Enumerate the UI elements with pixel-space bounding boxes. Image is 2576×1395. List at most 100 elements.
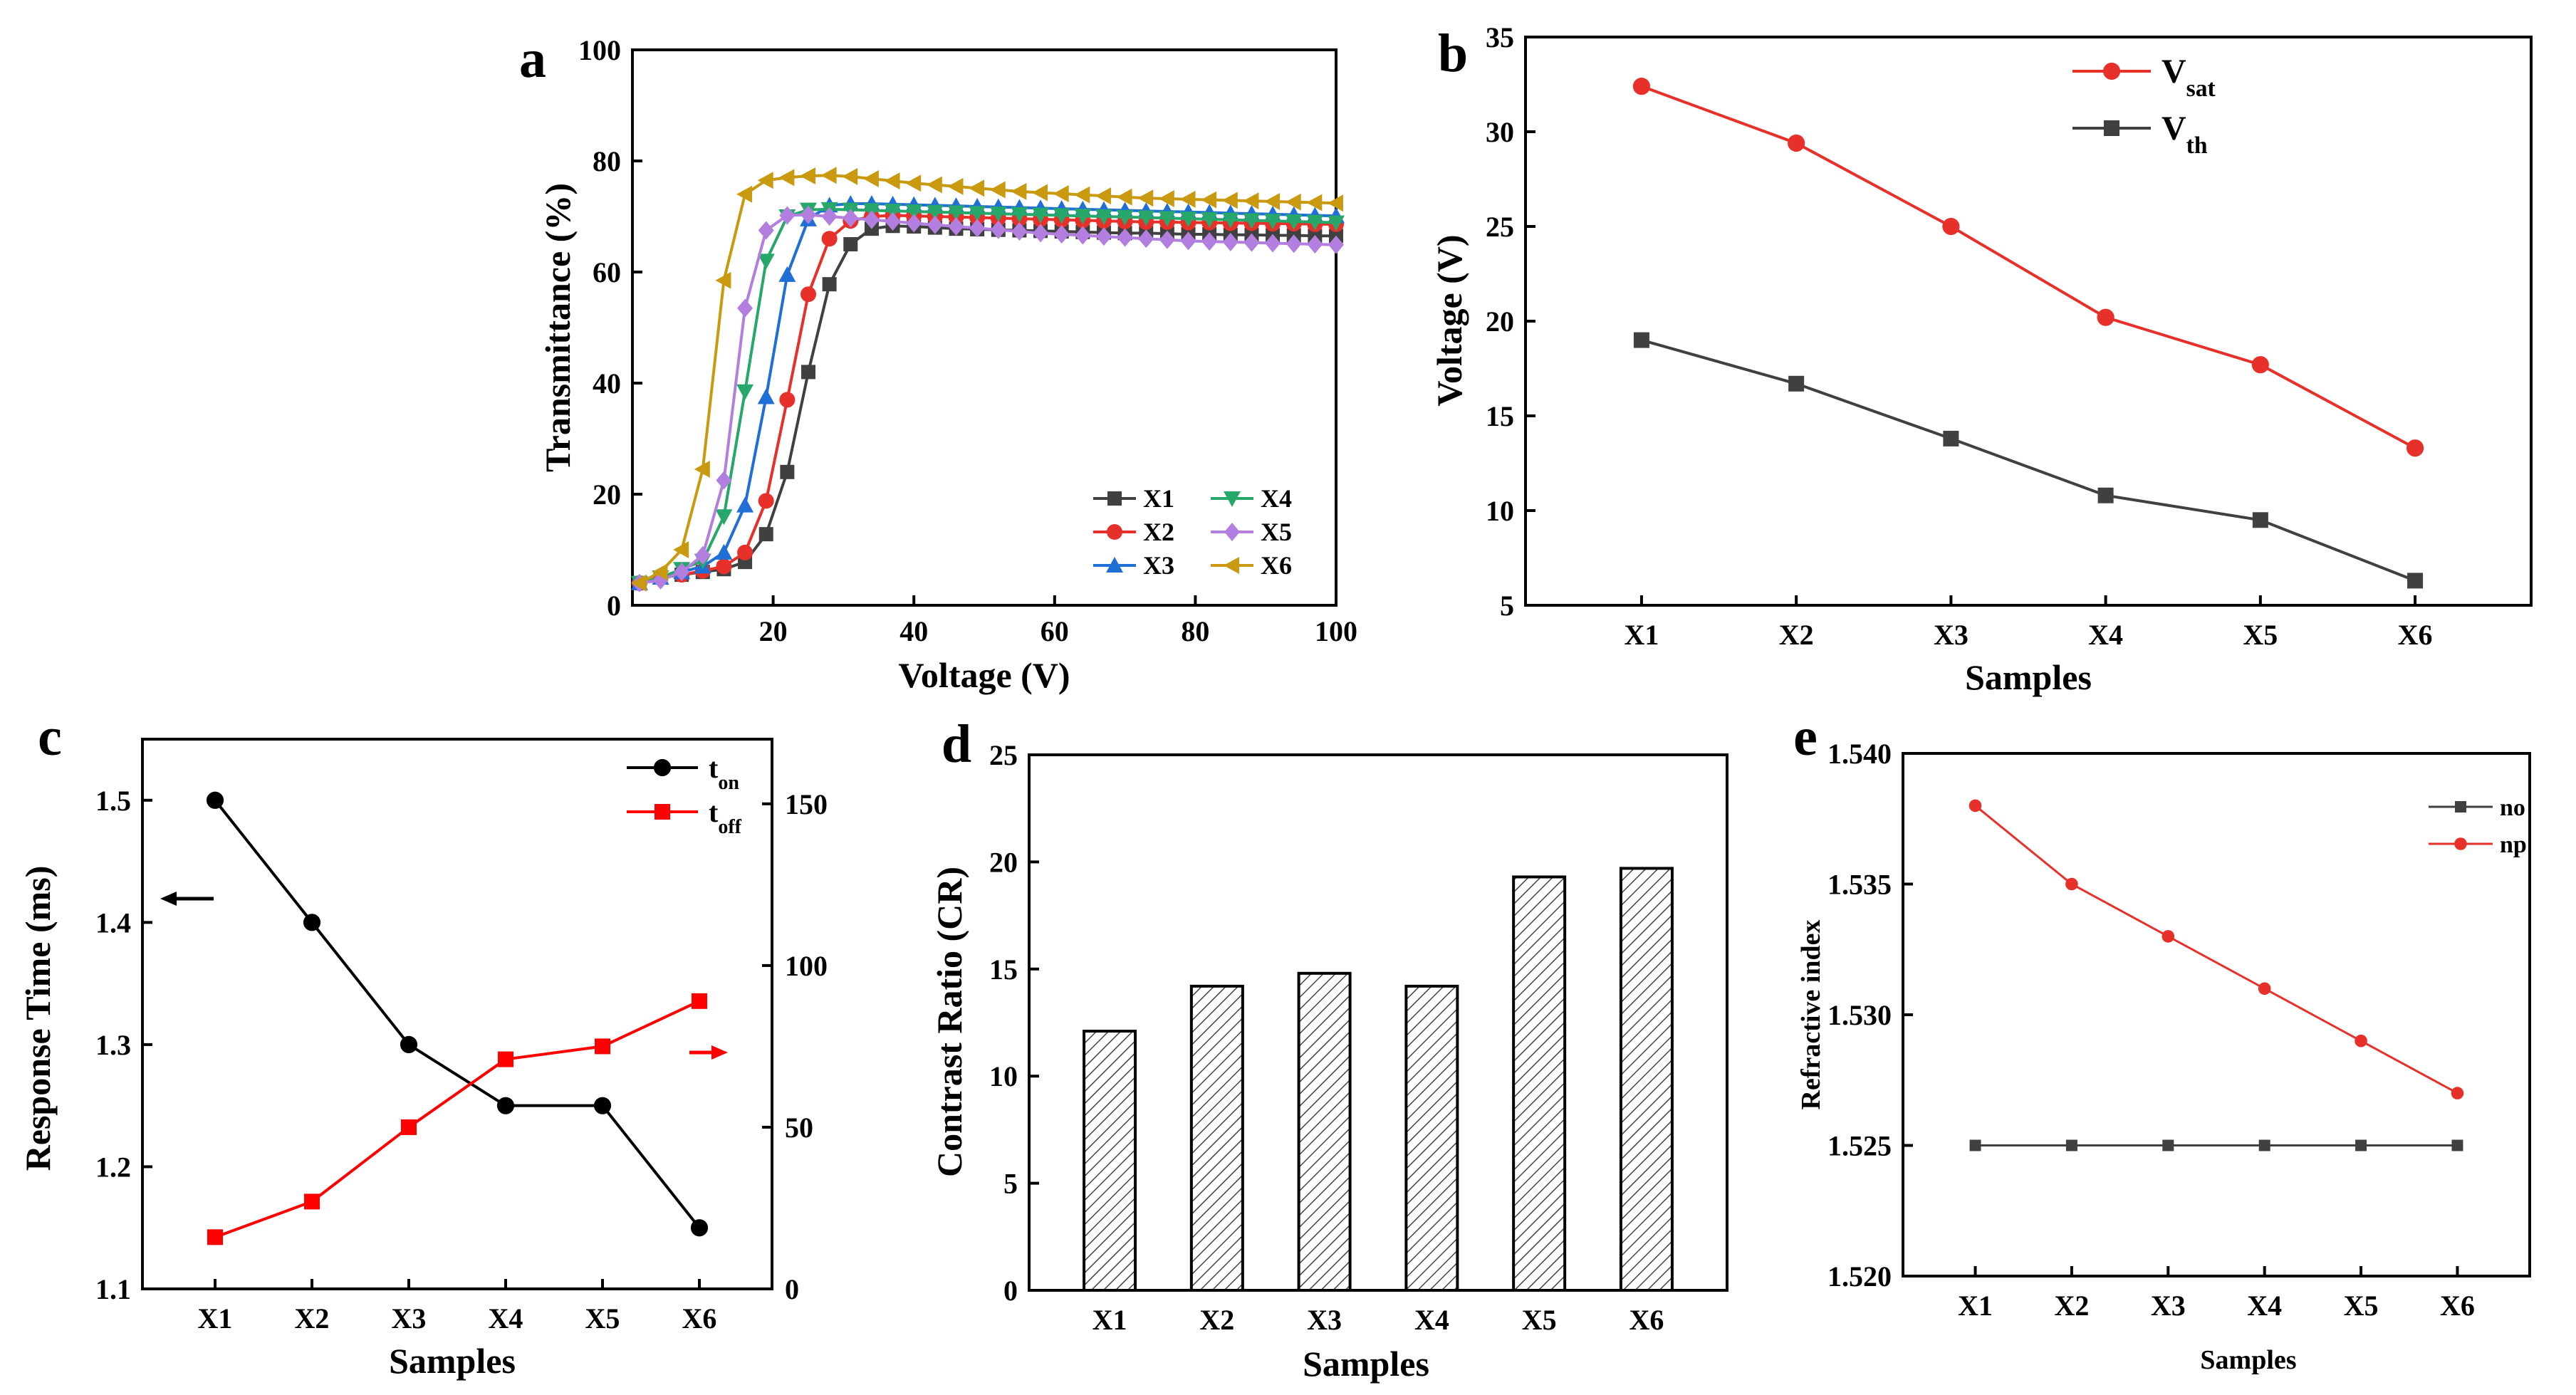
x-tick-label: X3 <box>2151 1290 2186 1322</box>
data-point-X4 <box>969 206 986 222</box>
legend-marker-X1 <box>1107 491 1122 506</box>
legend-marker-X5 <box>1224 523 1240 541</box>
data-point-X5 <box>1053 224 1070 244</box>
data-point-no <box>2355 1139 2367 1151</box>
data-point-X6 <box>862 169 879 187</box>
data-point-X6 <box>694 460 710 478</box>
x-tick-label: X3 <box>1307 1304 1342 1336</box>
data-point-X4 <box>1328 215 1345 231</box>
series-line-X5 <box>639 213 1337 585</box>
data-point-X2 <box>779 392 796 408</box>
y-tick-label: 1.4 <box>95 907 131 939</box>
y-tick-label: 10 <box>1486 495 1514 527</box>
bar-X6 <box>1619 867 1674 1292</box>
x-tick-label: X6 <box>2440 1290 2475 1322</box>
x-tick-label: X1 <box>1093 1304 1127 1336</box>
y-tick-label: 1.3 <box>95 1029 131 1061</box>
data-point-X6 <box>778 169 795 187</box>
data-point-X5 <box>1159 230 1175 249</box>
data-point-X1 <box>843 237 858 251</box>
data-point-X5 <box>969 219 986 238</box>
y-tick-label: 100 <box>578 34 621 66</box>
data-point-X3 <box>757 388 775 404</box>
data-point-X4 <box>989 207 1007 223</box>
data-point-X4 <box>757 254 775 270</box>
data-point-X5 <box>1201 232 1218 251</box>
y-tick-label: 0 <box>607 590 621 622</box>
data-point-X6 <box>842 167 858 185</box>
data-point-toff <box>401 1119 417 1135</box>
data-point-X2 <box>716 558 732 575</box>
data-point-X6 <box>652 563 668 581</box>
data-point-X3 <box>715 543 733 560</box>
data-point-X5 <box>694 545 711 565</box>
data-point-X5 <box>779 206 796 225</box>
data-point-X6 <box>926 176 942 194</box>
data-point-ton <box>593 1097 612 1114</box>
plot-frame-b <box>1524 36 2533 607</box>
data-point-X6 <box>757 172 773 189</box>
data-point-X4 <box>1221 212 1239 229</box>
data-point-no <box>2065 1139 2077 1151</box>
data-point-X1 <box>801 365 815 380</box>
data-point-ton <box>690 1219 709 1237</box>
y-axis-label-e: Refractive index <box>1796 920 1826 1110</box>
y-tick-label: 30 <box>1486 116 1514 148</box>
x-tick-label: X4 <box>489 1302 523 1334</box>
data-point-X4 <box>1116 209 1134 226</box>
bar-X3 <box>1297 971 1352 1292</box>
bar-X2 <box>1189 984 1244 1292</box>
data-point-X5 <box>885 212 901 231</box>
data-point-X5 <box>674 563 690 582</box>
legend-label-np: np <box>2500 832 2527 858</box>
data-point-X2 <box>737 544 753 560</box>
y2-ticks-c: 0 50 100 150 <box>762 788 828 1305</box>
y-tick-label: 15 <box>1486 400 1514 432</box>
y-tick-label: 1.520 <box>1827 1260 1892 1292</box>
data-point-X6 <box>905 174 922 192</box>
data-point-X6 <box>1201 191 1217 209</box>
data-point-X6 <box>1032 184 1048 202</box>
x-tick-label: 80 <box>1181 615 1209 647</box>
legend-marker-no <box>2455 801 2466 813</box>
data-point-X5 <box>821 207 838 226</box>
y2-tick-label: 50 <box>785 1112 813 1144</box>
data-point-X5 <box>843 209 859 228</box>
y-ticks-a: 0 20 40 60 80 100 <box>578 34 642 622</box>
x-tick-label: 100 <box>1315 615 1357 647</box>
data-point-X4 <box>1201 211 1219 228</box>
panel-b: b 5 10 15 20 25 30 35 X1 X2 X3 X4 X5 X6 Samples Vol… <box>1429 21 2533 697</box>
data-point-no <box>2258 1139 2270 1151</box>
data-point-X5 <box>948 217 964 236</box>
data-point-toff <box>304 1193 320 1210</box>
y-tick-label: 5 <box>1003 1168 1018 1200</box>
data-point-X6 <box>673 541 689 558</box>
y-tick-label: 25 <box>989 739 1018 771</box>
data-point-X6 <box>820 167 837 184</box>
data-point-X6 <box>1116 188 1132 206</box>
legend-label-X4: X4 <box>1261 484 1292 513</box>
y-tick-label: 20 <box>593 479 621 511</box>
data-point-X5 <box>1095 227 1112 246</box>
series-line-X2 <box>639 214 1336 585</box>
y-ticks-d: 0 5 10 15 20 25 <box>989 739 1039 1307</box>
data-point-no <box>1969 1139 1981 1151</box>
y-tick-label: 60 <box>593 256 621 288</box>
data-point-X4 <box>1243 213 1261 229</box>
panel-a: a 0 20 40 60 80 100 20 40 60 80 100 Voltage (V) T… <box>519 29 1357 695</box>
series-line-Vth <box>1641 338 2416 582</box>
data-point-X1 <box>822 277 837 292</box>
x-tick-label: X2 <box>1779 619 1814 651</box>
data-point-Vsat <box>2406 439 2424 457</box>
bar-X5 <box>1512 875 1567 1292</box>
data-point-X5 <box>758 221 774 240</box>
panel-letter-a: a <box>519 29 546 89</box>
data-point-X6 <box>1011 182 1027 200</box>
x-axis-label-e: Samples <box>2200 1345 2296 1375</box>
legend-e: no np <box>2429 795 2527 858</box>
legend-label-X2: X2 <box>1143 518 1174 546</box>
y-tick-label: 10 <box>989 1060 1018 1092</box>
series-line-X4 <box>639 207 1337 585</box>
data-point-X5 <box>1286 234 1302 254</box>
